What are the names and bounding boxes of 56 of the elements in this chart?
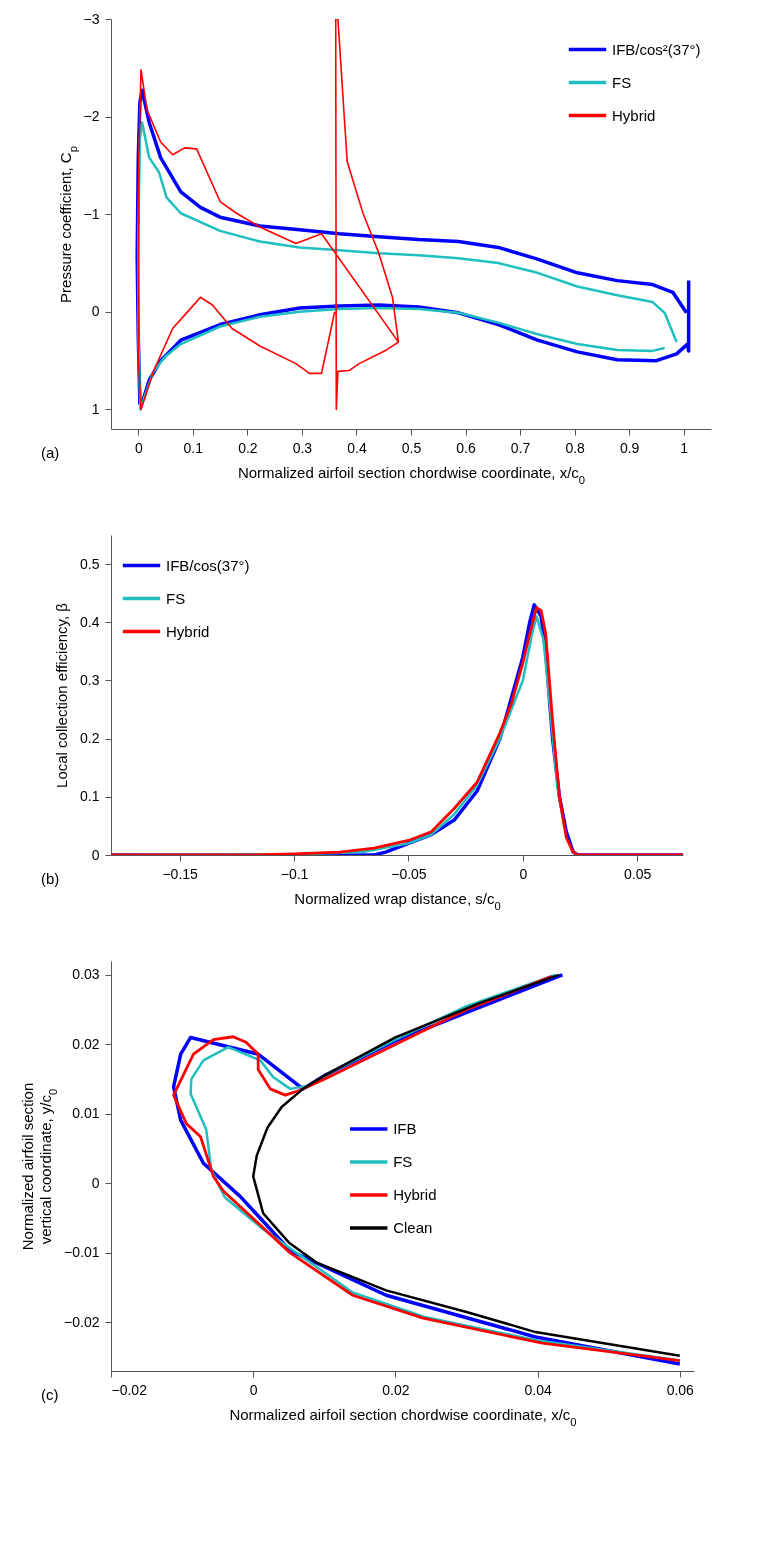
y-tick-label: 0 [91,846,100,863]
legend-label: FS [393,1153,413,1170]
y-tick-label: −3 [83,10,100,27]
y-tick-label: 1 [91,400,100,417]
x-tick-label: 0.6 [456,439,476,456]
legend-label: Hybrid [166,622,210,640]
x-tick-label: 0.04 [524,1381,552,1398]
y-tick-label: 0 [91,1174,100,1191]
y-tick-label: 0.4 [80,613,100,630]
y-tick-label: −0.02 [64,1313,100,1330]
legend-label: Hybrid [612,106,656,124]
x-tick-label: 0 [249,1381,258,1398]
text: (c) [41,1386,59,1403]
y-tick-label: 0.5 [80,555,100,572]
legend-label: IFB/cos(37°) [166,556,250,574]
x-axis-title: Normalized airfoil section chordwise coordinate, x/c$_{0}$ [229,1405,577,1428]
y-axis-title: Local collection efficiency, β [53,602,71,788]
x-tick-label: 0.1 [183,439,204,456]
x-tick-label: 0.7 [510,439,531,456]
y-tick-label: 0.2 [80,730,100,747]
x-tick-label: 0.2 [238,439,258,456]
y-tick-label: 0.01 [72,1105,100,1122]
x-axis-title: Normalized airfoil section chordwise coordinate, x/c$_{0}$ [237,463,586,486]
legend-label: FS [166,589,186,607]
x-tick-label: 0.5 [401,439,422,456]
x-tick-label: −0.1 [280,865,309,882]
x-tick-label: 0.3 [292,439,313,456]
legend-label: IFB/cos²(37°) [612,40,701,58]
x-tick-label: 0.02 [382,1381,410,1398]
y-tick-label: 0.3 [80,671,100,688]
text: (a) [41,444,60,461]
x-tick-label: −0.02 [111,1381,148,1398]
legend-label: IFB [393,1120,417,1137]
legend-label: Clean [393,1219,433,1236]
x-tick-label: 0.06 [666,1381,695,1398]
legend-label: Hybrid [393,1186,437,1203]
y-tick-label: 0.02 [72,1035,100,1052]
x-tick-label: 0.4 [347,439,367,456]
x-axis-title: Normalized wrap distance, s/c$_{0}$ [294,889,501,912]
x-tick-label: 0.9 [619,439,640,456]
x-tick-label: 0.8 [565,439,586,456]
x-tick-label: −0.05 [391,865,427,882]
line-series [137,19,400,411]
y-tick-label: −1 [83,205,100,222]
text: (b) [41,870,60,887]
y-tick-label: 0.03 [72,966,100,983]
y-tick-label: −0.01 [64,1244,100,1261]
y-tick-label: 0.1 [80,788,100,805]
y-tick-label: 0 [91,303,100,320]
y-tick-label: −2 [83,108,100,125]
x-tick-label: 1 [680,439,689,456]
x-tick-label: 0.05 [624,865,652,882]
x-tick-label: 0 [134,439,143,456]
legend-label: FS [612,73,632,91]
x-tick-label: 0 [519,865,528,882]
x-tick-label: −0.15 [162,865,199,882]
